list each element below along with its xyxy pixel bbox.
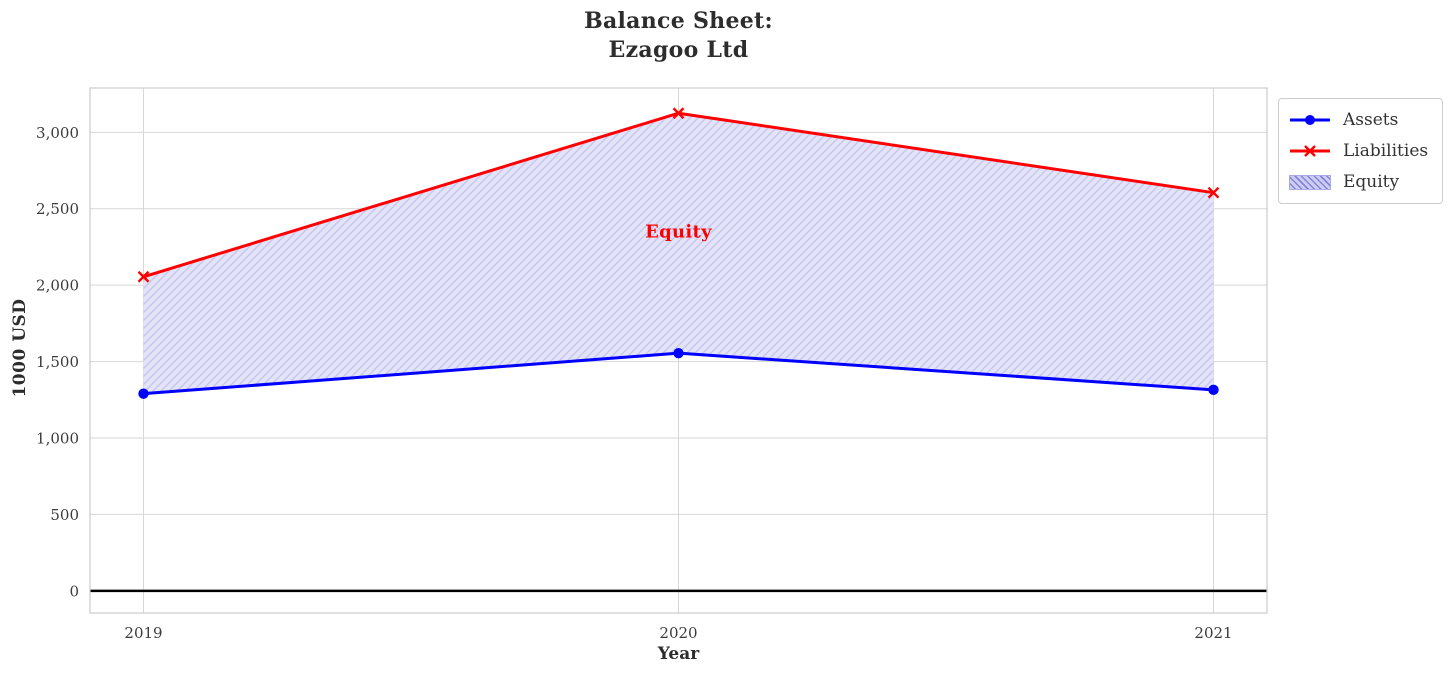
legend-item-assets: Assets (1289, 107, 1428, 133)
y-tick-label: 500 (50, 506, 79, 524)
legend-item-liabilities: Liabilities (1289, 138, 1428, 164)
assets-marker (1208, 384, 1219, 396)
liabilities-marker (672, 107, 685, 120)
chart-title: Balance Sheet: Ezagoo Ltd (584, 8, 773, 63)
y-tick-label: 1,500 (36, 353, 79, 371)
equity-annotation: Equity (645, 221, 712, 243)
equity-fill-hatch (143, 113, 1214, 394)
legend: Assets Liabilities Equity (1278, 98, 1444, 204)
legend-label-liabilities: Liabilities (1343, 141, 1429, 161)
liabilities-marker (1207, 186, 1220, 199)
liabilities-line-icon (1290, 145, 1330, 157)
equity-fill-area (143, 113, 1214, 394)
y-axis-label: 1000 USD (10, 298, 30, 398)
assets-marker (138, 388, 149, 399)
assets-line-icon (1290, 115, 1330, 125)
x-tick-label: 2020 (659, 624, 697, 642)
x-tick-label: 2021 (1194, 624, 1232, 642)
y-tick-label: 0 (69, 582, 79, 600)
plot-frame (89, 87, 1268, 614)
legend-item-equity: Equity (1289, 169, 1428, 195)
y-tick-label: 2,000 (36, 277, 79, 295)
series-lines (137, 107, 1220, 399)
x-axis-label: Year (657, 644, 700, 664)
tick-labels: 0 500 1,000 1,500 2,000 2,500 3,000 2019 2020 202… (36, 124, 1233, 642)
y-tick-label: 2,500 (36, 200, 79, 218)
x-tick-label: 2019 (124, 624, 162, 642)
liabilities-marker (137, 270, 150, 283)
equity-hatch-swatch-icon (1289, 174, 1331, 190)
legend-label-assets: Assets (1343, 110, 1399, 130)
legend-label-equity: Equity (1343, 172, 1400, 192)
y-tick-label: 3,000 (36, 124, 79, 142)
y-tick-label: 1,000 (36, 430, 79, 448)
assets-marker (673, 347, 684, 359)
axes-spines (89, 87, 1268, 614)
